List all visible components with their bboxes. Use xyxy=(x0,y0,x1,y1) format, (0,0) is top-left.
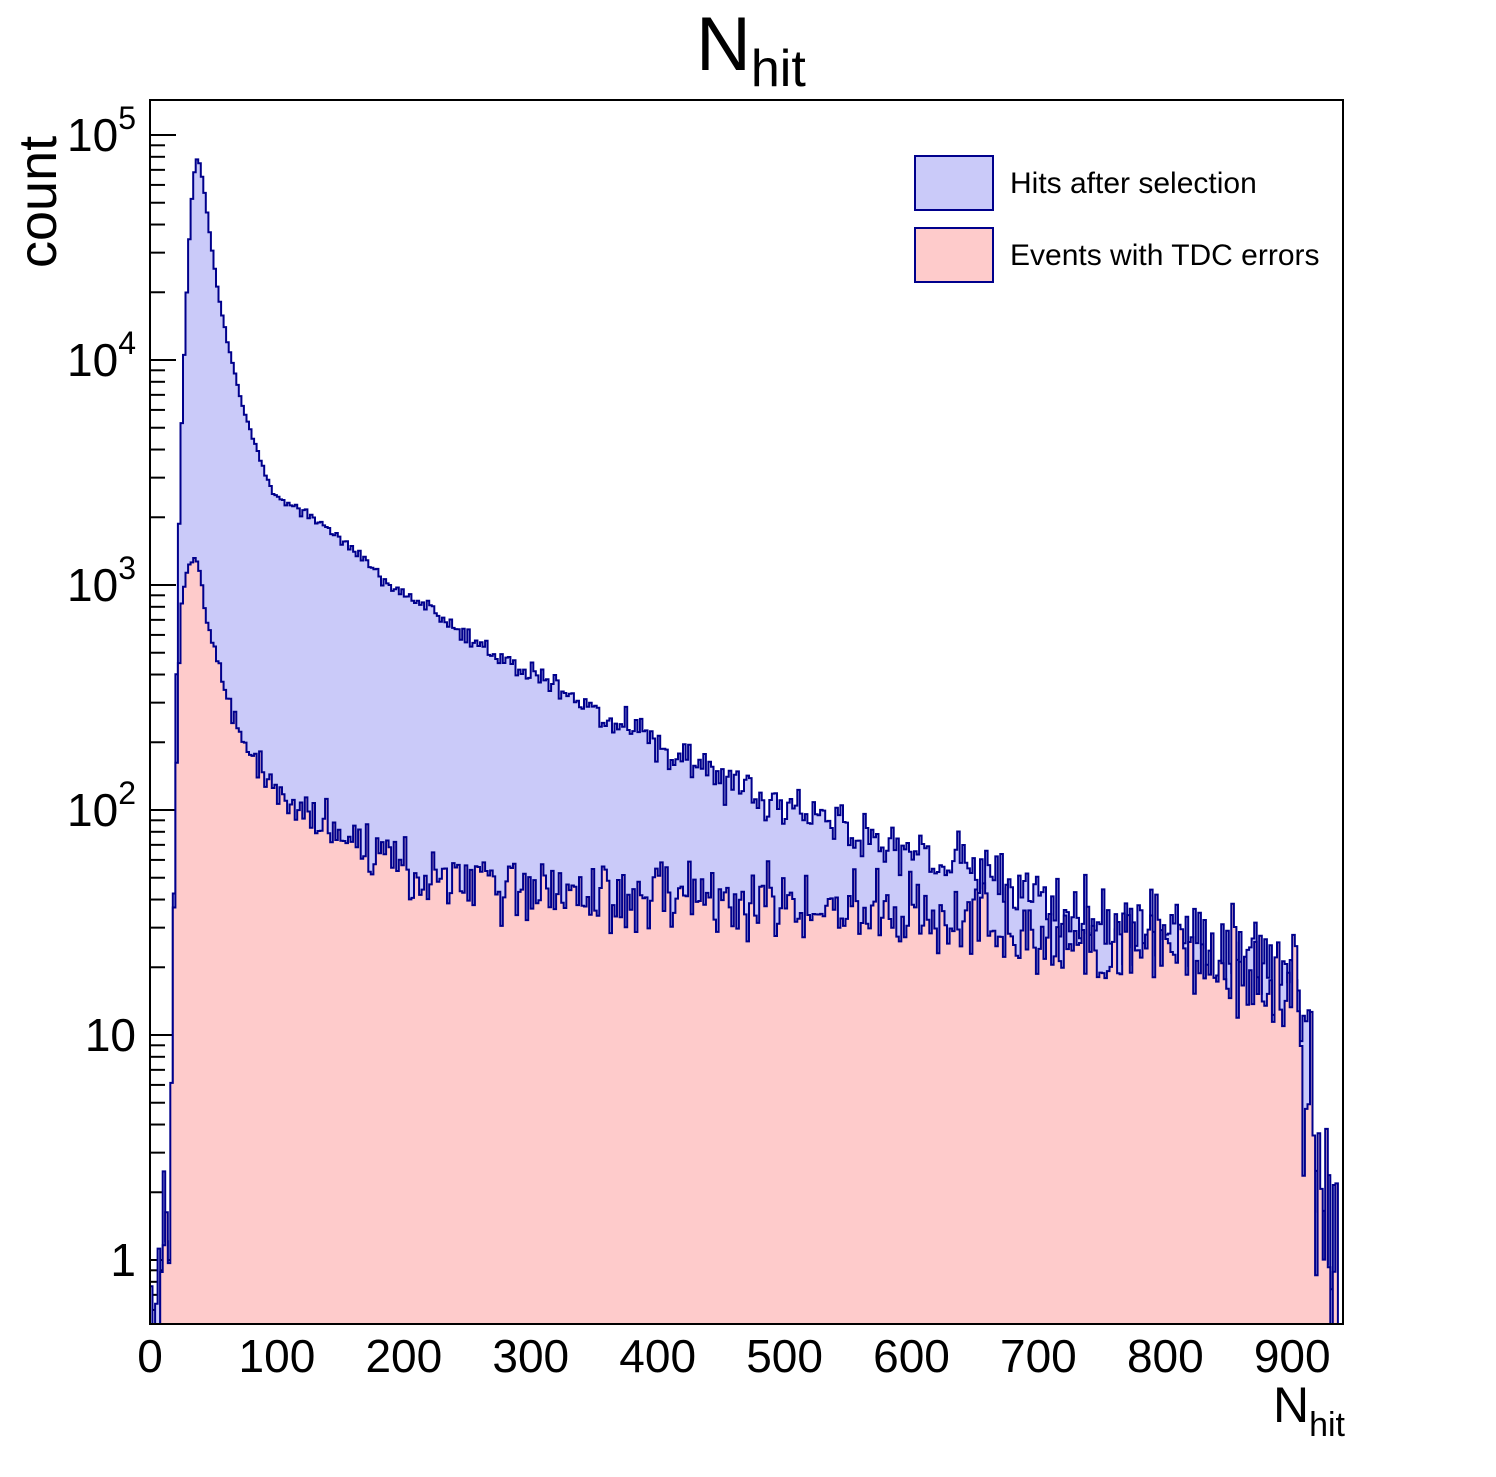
x-tick-label: 500 xyxy=(746,1330,823,1382)
x-tick-label: 0 xyxy=(137,1330,163,1382)
y-tick-label: 102 xyxy=(67,775,136,836)
legend: Hits after selection Events with TDC err… xyxy=(914,155,1320,283)
chart-title-base: N xyxy=(696,2,751,87)
x-tick-label: 600 xyxy=(873,1330,950,1382)
y-tick-label: 10 xyxy=(85,1009,136,1061)
y-tick-label: 105 xyxy=(67,100,136,161)
x-tick-label: 800 xyxy=(1127,1330,1204,1382)
hits-after-selection-outline xyxy=(149,158,1343,1325)
y-axis-title: count xyxy=(8,136,68,268)
y-tick-label: 1 xyxy=(110,1234,136,1286)
y-axis-tick-labels: 1 10 102 103 104 105 xyxy=(67,100,136,1286)
histograms xyxy=(149,158,1343,1325)
chart-title: Nhit xyxy=(696,2,806,98)
x-tick-label: 200 xyxy=(365,1330,442,1382)
y-tick-label: 104 xyxy=(67,325,136,386)
chart-title-subscript: hit xyxy=(751,40,806,98)
legend-label-hits-after-selection: Hits after selection xyxy=(1010,167,1257,200)
legend-swatch-events-with-tdc-errors xyxy=(914,227,994,283)
events-with-tdc-errors-outline xyxy=(150,557,1343,1325)
x-tick-label: 100 xyxy=(239,1330,316,1382)
x-tick-label: 400 xyxy=(619,1330,696,1382)
y-tick-label: 103 xyxy=(67,550,136,611)
x-axis-title-subscript: hit xyxy=(1309,1406,1345,1444)
plot-frame xyxy=(149,99,1344,1325)
x-tick-label: 900 xyxy=(1254,1330,1331,1382)
legend-swatch-hits-after-selection xyxy=(914,155,994,211)
x-tick-label: 300 xyxy=(492,1330,569,1382)
x-axis-title: Nhit xyxy=(1273,1377,1346,1444)
legend-label-events-with-tdc-errors: Events with TDC errors xyxy=(1010,239,1320,272)
x-axis-title-base: N xyxy=(1273,1377,1309,1433)
x-axis-tick-labels: 0 100 200 300 400 500 600 700 800 900 xyxy=(137,1330,1330,1382)
x-tick-label: 700 xyxy=(1000,1330,1077,1382)
